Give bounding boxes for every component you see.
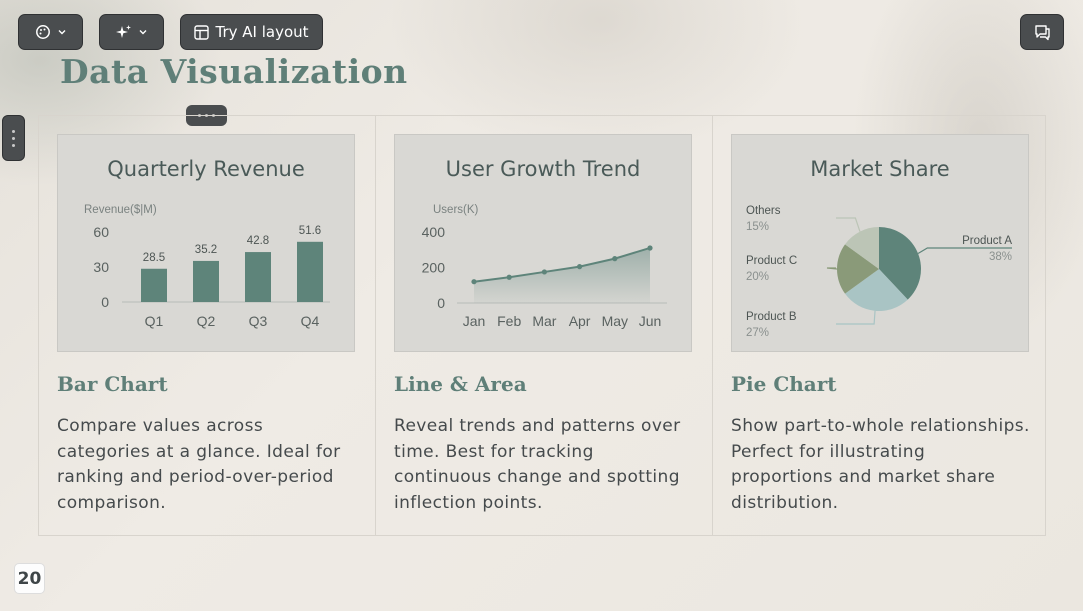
palette-icon <box>35 24 51 40</box>
y-tick-label: 60 <box>93 224 109 240</box>
pie-slice <box>845 269 908 311</box>
x-tick-label: Jan <box>463 313 486 329</box>
data-point <box>506 274 512 280</box>
chart-title: Market Share <box>810 157 950 181</box>
chart-title: Quarterly Revenue <box>107 157 305 181</box>
chart-panel-pie: Market Share Product A 38% Product B 27% Pro… <box>731 134 1029 352</box>
y-axis-label: Users(K) <box>433 204 479 216</box>
slice-label: Product A <box>962 235 1012 247</box>
card-description: Show part-to-whole relationships. Perfec… <box>731 416 1030 513</box>
card-title: Line & Area <box>394 372 527 396</box>
slice-percent: 15% <box>746 221 769 233</box>
x-tick-label: Q4 <box>301 313 320 329</box>
x-tick-label: Q1 <box>145 313 164 329</box>
y-tick-label: 30 <box>93 259 109 275</box>
slice-percent: 27% <box>746 327 769 339</box>
bar-chart: Revenue($|M) 0 30 60 28.5 Q1 35.2 Q2 42.8 Q3 51.6 Q… <box>84 204 330 329</box>
page-title: Data Visualization <box>60 52 408 91</box>
data-label: 35.2 <box>195 244 217 256</box>
chevron-down-icon <box>57 27 67 37</box>
chart-panel-bar: Quarterly Revenue Revenue($|M) 0 30 60 28.5 Q… <box>57 134 355 352</box>
pie-slice <box>845 227 879 269</box>
y-axis-label: Revenue($|M) <box>84 204 157 216</box>
slice-label: Others <box>746 205 781 217</box>
card-title: Pie Chart <box>731 372 837 396</box>
chevron-down-icon <box>138 27 148 37</box>
slice-percent: 20% <box>746 271 769 283</box>
x-tick-label: May <box>602 313 628 329</box>
sparkle-icon <box>115 24 132 40</box>
data-point <box>647 245 653 251</box>
y-tick-label: 200 <box>422 260 446 276</box>
x-tick-label: Q3 <box>249 313 268 329</box>
layout-icon <box>194 24 210 40</box>
pie-slice <box>837 244 879 294</box>
try-ai-layout-label: Try AI layout <box>215 23 309 41</box>
area-chart: Users(K) 0 200 400 Jan Feb Mar Apr May Jun <box>422 204 667 329</box>
area-fill <box>474 247 650 303</box>
data-point <box>577 264 583 270</box>
data-point <box>541 269 547 275</box>
data-point <box>471 279 477 285</box>
ai-magic-button[interactable] <box>99 14 164 50</box>
pie-chart: Product A 38% Product B 27% Product C 20% Othe… <box>746 205 1012 339</box>
y-tick-label: 0 <box>101 294 109 310</box>
page-number: 20 <box>14 563 45 594</box>
bar <box>141 268 167 302</box>
x-tick-label: Mar <box>532 313 556 329</box>
data-point <box>612 256 618 262</box>
leader-line <box>826 267 838 270</box>
card-bar-chart: Quarterly Revenue Revenue($|M) 0 30 60 28.5 Q… <box>39 116 376 535</box>
x-tick-label: Q2 <box>197 313 216 329</box>
leader-line <box>836 217 861 232</box>
leader-line <box>917 247 1012 255</box>
bar <box>245 252 271 302</box>
data-label: 28.5 <box>143 252 165 264</box>
card-pie-chart: Market Share Product A 38% Product B 27% Pro… <box>713 116 1049 535</box>
chart-title: User Growth Trend <box>445 157 641 181</box>
theme-button[interactable] <box>18 14 83 50</box>
chart-panel-line: User Growth Trend Users(K) 0 200 400 Jan Feb M… <box>394 134 692 352</box>
x-tick-label: Jun <box>639 313 662 329</box>
card-title: Bar Chart <box>57 372 168 396</box>
x-tick-label: Apr <box>569 313 591 329</box>
series-line <box>473 247 651 283</box>
side-panel-handle[interactable] <box>2 115 25 161</box>
bar <box>193 260 219 302</box>
pie-slice <box>879 227 921 300</box>
leader-line <box>836 310 876 325</box>
y-tick-label: 400 <box>422 224 446 240</box>
data-label: 51.6 <box>299 225 321 237</box>
comments-button[interactable] <box>1020 14 1064 50</box>
slice-label: Product C <box>746 255 797 267</box>
card-description: Reveal trends and patterns over time. Be… <box>394 416 681 513</box>
comment-icon <box>1034 24 1051 41</box>
try-ai-layout-button[interactable]: Try AI layout <box>180 14 323 50</box>
y-tick-label: 0 <box>437 295 445 311</box>
slice-percent: 38% <box>989 251 1012 263</box>
bar <box>297 241 323 302</box>
card-description: Compare values across categories at a gl… <box>57 416 341 513</box>
data-label: 42.8 <box>247 235 269 247</box>
slice-label: Product B <box>746 311 797 323</box>
card-line-area: User Growth Trend Users(K) 0 200 400 Jan Feb M… <box>376 116 713 535</box>
cards-grid: Quarterly Revenue Revenue($|M) 0 30 60 28.5 Q… <box>38 115 1046 536</box>
x-tick-label: Feb <box>497 313 521 329</box>
